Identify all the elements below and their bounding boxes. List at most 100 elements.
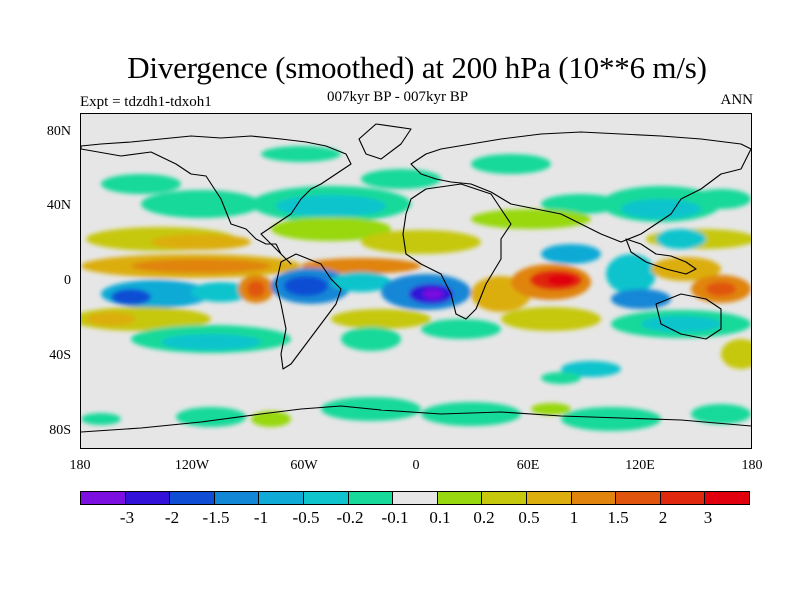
- colorbar-label: -1.5: [202, 508, 230, 527]
- colorbar-swatch: [526, 492, 572, 504]
- field-blob: [471, 154, 551, 174]
- field-blob: [86, 312, 136, 326]
- coastline-australia: [655, 293, 722, 340]
- colorbar-label: 2: [658, 508, 668, 527]
- field-blob: [111, 289, 151, 305]
- field-blob: [421, 402, 521, 426]
- x-tick-60w: 60W: [290, 458, 318, 473]
- colorbar-label: -2: [164, 508, 180, 527]
- field-blob: [547, 274, 575, 286]
- period-label: 007kyr BP - 007kyr BP: [327, 89, 469, 105]
- coastline-north-america: [81, 135, 352, 265]
- x-tick-180e: 180: [741, 458, 763, 473]
- colorbar-swatch: [660, 492, 706, 504]
- y-tick-0: 0: [64, 273, 71, 288]
- field-blob: [531, 403, 571, 415]
- field-blob: [611, 289, 671, 309]
- field-blob: [651, 257, 721, 281]
- field-blob: [101, 174, 181, 194]
- field-blob: [606, 254, 656, 294]
- colorbar-swatch: [571, 492, 617, 504]
- coastline-africa: [402, 183, 512, 320]
- y-tick-40s: 40S: [49, 348, 71, 363]
- field-blob: [471, 209, 591, 229]
- field-blob: [541, 244, 601, 264]
- colorbar-label: -3: [119, 508, 135, 527]
- field-blob: [176, 407, 246, 427]
- field-blob: [191, 282, 251, 302]
- colorbar-label: 1.5: [607, 508, 629, 527]
- coastline-maritime-continent: [625, 238, 697, 275]
- field-blob: [284, 276, 328, 296]
- colorbar-swatch: [705, 492, 749, 504]
- field-blob: [561, 361, 621, 377]
- colorbar-swatch: [616, 492, 661, 504]
- x-tick-120e: 120E: [625, 458, 655, 473]
- field-blob: [691, 189, 751, 209]
- x-tick-0: 0: [412, 458, 420, 473]
- colorbar-label: 1: [569, 508, 579, 527]
- colorbar-swatch: [348, 492, 394, 504]
- coastline-south-america: [275, 253, 342, 370]
- coastline-greenland: [358, 123, 412, 160]
- y-tick-40n: 40N: [46, 198, 71, 213]
- field-blob: [271, 217, 391, 241]
- field-blob: [721, 339, 751, 369]
- x-tick-60e: 60E: [516, 458, 540, 473]
- coastline-antarctica: [81, 405, 751, 433]
- colorbar-label: 0.5: [518, 508, 540, 527]
- colorbar-swatch: [214, 492, 260, 504]
- field-blob: [541, 372, 581, 384]
- colorbar-swatch: [437, 492, 483, 504]
- colorbar-label: -1: [253, 508, 269, 527]
- field-blob: [151, 234, 251, 250]
- chart-title: Divergence (smoothed) at 200 hPa (10**6 …: [127, 50, 707, 85]
- field-blob: [501, 307, 601, 331]
- map-canvas: [81, 123, 751, 433]
- field-blob: [541, 194, 621, 214]
- field-blob: [656, 229, 706, 249]
- field-blob: [301, 258, 421, 274]
- field-blob: [621, 199, 701, 219]
- field-blob: [561, 407, 661, 431]
- field-blob: [251, 411, 291, 427]
- field-blob: [641, 316, 721, 332]
- field-blob: [276, 195, 386, 217]
- field-blob: [421, 319, 501, 339]
- x-tick-120w: 120W: [174, 458, 210, 473]
- map-panel: [80, 113, 752, 449]
- colorbar-swatch: [170, 492, 215, 504]
- field-blob: [247, 281, 265, 297]
- colorbar-swatch: [393, 492, 438, 504]
- colorbar-swatch: [303, 492, 349, 504]
- field-blob: [341, 327, 401, 351]
- season-label: ANN: [720, 92, 754, 108]
- colorbar-swatch: [81, 492, 126, 504]
- colorbar-swatch: [259, 492, 304, 504]
- field-blob: [331, 272, 391, 292]
- colorbar-label: -0.2: [336, 508, 364, 527]
- field-blob: [81, 413, 121, 425]
- field-blob: [706, 282, 736, 296]
- colorbar: [80, 491, 750, 505]
- field-blob: [691, 404, 751, 424]
- colorbar-label: -0.5: [292, 508, 320, 527]
- colorbar-label: 3: [703, 508, 713, 527]
- coastline-eurasia: [410, 131, 751, 243]
- field-blob: [423, 289, 443, 299]
- experiment-label: Expt = tdzdh1-tdxoh1: [80, 94, 212, 110]
- colorbar-label: 0.2: [473, 508, 495, 527]
- colorbar-swatch: [125, 492, 171, 504]
- field-blob: [361, 230, 481, 254]
- field-blob: [361, 169, 441, 189]
- colorbar-swatch: [482, 492, 527, 504]
- field-blob: [141, 190, 261, 218]
- x-tick-180w: 180: [69, 458, 91, 473]
- field-blob: [261, 146, 341, 162]
- field-blob: [331, 309, 431, 329]
- coastlines: [81, 123, 751, 433]
- colorbar-label: -0.1: [381, 508, 409, 527]
- divergence-field: [81, 146, 751, 431]
- field-blob: [161, 334, 261, 350]
- colorbar-label: 0.1: [429, 508, 451, 527]
